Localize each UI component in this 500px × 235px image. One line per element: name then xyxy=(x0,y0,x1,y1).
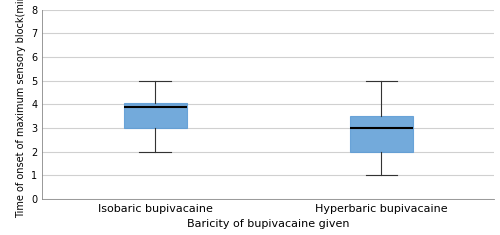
Y-axis label: Time of onset of maximum sensory block(min): Time of onset of maximum sensory block(m… xyxy=(16,0,26,218)
X-axis label: Baricity of bupivacaine given: Baricity of bupivacaine given xyxy=(187,219,350,229)
PathPatch shape xyxy=(124,103,187,128)
PathPatch shape xyxy=(350,116,413,152)
